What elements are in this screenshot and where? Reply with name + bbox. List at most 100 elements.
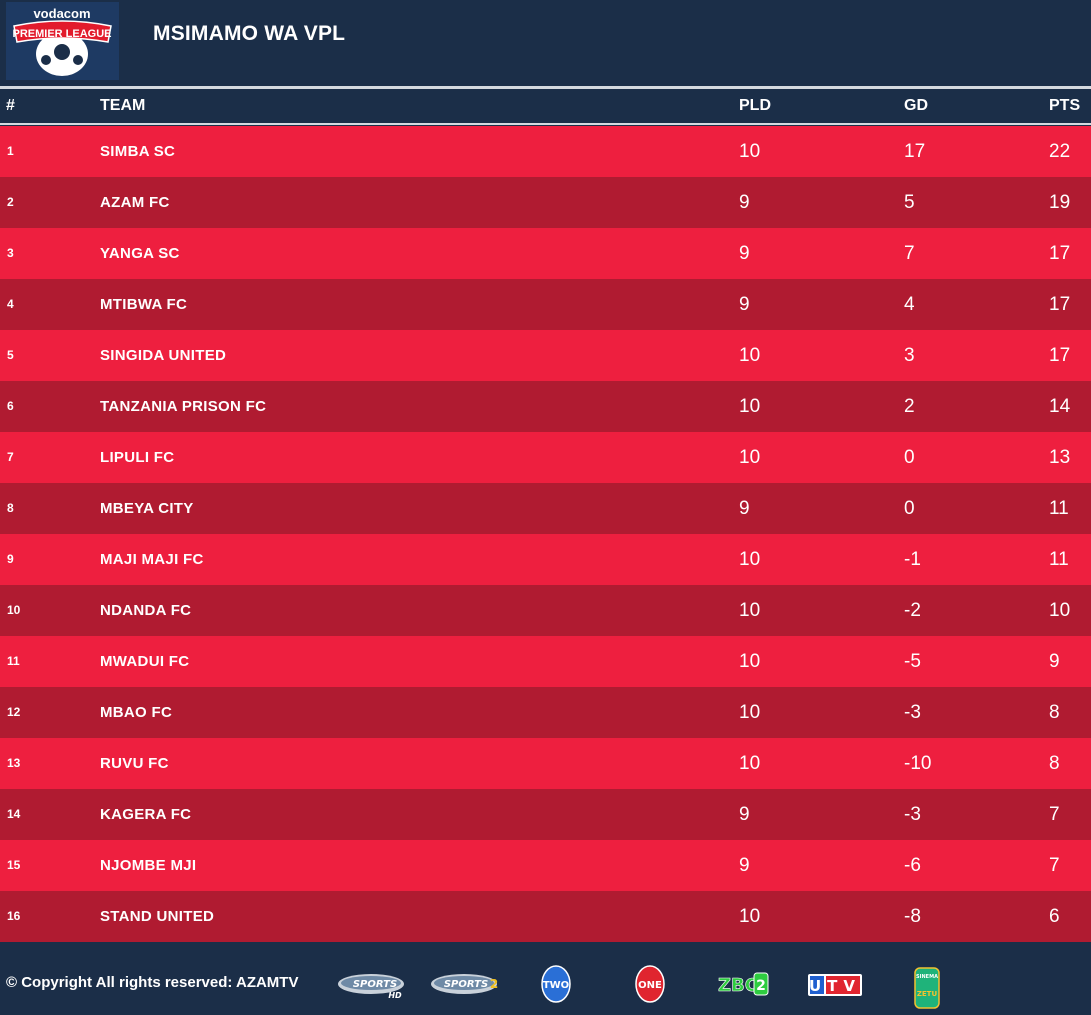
row-rank: 11 [7, 654, 20, 668]
row-team: SIMBA SC [100, 143, 176, 160]
svg-text:ZETU: ZETU [917, 990, 938, 998]
page-title: MSIMAMO WA VPL [153, 22, 346, 45]
row-rank: 8 [7, 501, 14, 515]
row-team: YANGA SC [100, 245, 180, 262]
row-goal-difference: -1 [904, 549, 921, 570]
standings-table: 1 SIMBA SC 10 17 22 2 AZAM FC 9 5 19 3 Y… [0, 126, 1091, 942]
row-points: 7 [1049, 804, 1060, 825]
row-played: 9 [739, 294, 750, 315]
row-rank: 13 [7, 756, 21, 770]
table-row: 4 MTIBWA FC 9 4 17 [0, 279, 1091, 330]
row-goal-difference: 4 [904, 294, 915, 315]
row-points: 9 [1049, 651, 1060, 672]
row-team: SINGIDA UNITED [100, 347, 227, 364]
header-divider [0, 86, 1091, 89]
svg-text:2: 2 [756, 978, 766, 994]
row-points: 17 [1049, 294, 1071, 315]
row-played: 10 [739, 345, 761, 366]
row-team: NDANDA FC [100, 602, 192, 619]
table-row: 11 MWADUI FC 10 -5 9 [0, 636, 1091, 687]
row-rank: 10 [7, 603, 21, 617]
svg-text:ONE: ONE [638, 980, 662, 991]
table-row: 1 SIMBA SC 10 17 22 [0, 126, 1091, 177]
row-rank: 3 [7, 246, 14, 260]
row-goal-difference: -3 [904, 702, 921, 723]
row-points: 22 [1049, 141, 1071, 162]
footer: © Copyright All rights reserved: AZAMTV … [0, 942, 1091, 1015]
azam-one-logo[interactable]: ONE [634, 964, 666, 1004]
sinema-zetu-logo[interactable]: SINEMA ZETU [912, 964, 942, 1009]
table-row: 12 MBAO FC 10 -3 8 [0, 687, 1091, 738]
row-team: KAGERA FC [100, 806, 192, 823]
azam-sports-hd-logo[interactable]: SPORTS HD [337, 964, 405, 1004]
row-goal-difference: 0 [904, 447, 915, 468]
row-played: 10 [739, 651, 761, 672]
table-row: 3 YANGA SC 9 7 17 [0, 228, 1091, 279]
column-header-points: PTS [1049, 97, 1081, 114]
row-played: 10 [739, 447, 761, 468]
table-row: 5 SINGIDA UNITED 10 3 17 [0, 330, 1091, 381]
row-played: 9 [739, 243, 750, 264]
column-header-rank: # [6, 97, 15, 114]
row-played: 10 [739, 396, 761, 417]
row-team: LIPULI FC [100, 449, 175, 466]
row-points: 17 [1049, 345, 1071, 366]
row-rank: 5 [7, 348, 14, 362]
table-row: 13 RUVU FC 10 -10 8 [0, 738, 1091, 789]
row-played: 9 [739, 192, 750, 213]
svg-text:UTV: UTV [809, 977, 861, 995]
table-row: 14 KAGERA FC 9 -3 7 [0, 789, 1091, 840]
row-goal-difference: -6 [904, 855, 921, 876]
table-row: 6 TANZANIA PRISON FC 10 2 14 [0, 381, 1091, 432]
svg-text:HD: HD [388, 991, 402, 1000]
row-team: RUVU FC [100, 755, 169, 772]
row-goal-difference: -5 [904, 651, 921, 672]
row-goal-difference: 17 [904, 141, 926, 162]
table-row: 9 MAJI MAJI FC 10 -1 11 [0, 534, 1091, 585]
row-points: 10 [1049, 600, 1071, 621]
zbc-2-logo[interactable]: ZBC 2 [716, 964, 772, 1004]
row-rank: 16 [7, 909, 21, 923]
row-points: 8 [1049, 753, 1060, 774]
table-row: 2 AZAM FC 9 5 19 [0, 177, 1091, 228]
row-played: 9 [739, 855, 750, 876]
row-points: 7 [1049, 855, 1060, 876]
row-played: 10 [739, 906, 761, 927]
copyright-text: © Copyright All rights reserved: AZAMTV [6, 974, 299, 991]
azam-sports-2-logo[interactable]: SPORTS 2 [430, 964, 500, 1004]
row-played: 9 [739, 804, 750, 825]
svg-text:ZBC: ZBC [718, 975, 758, 996]
row-team: STAND UNITED [100, 908, 215, 925]
row-goal-difference: -3 [904, 804, 921, 825]
row-points: 11 [1049, 549, 1069, 570]
row-team: TANZANIA PRISON FC [100, 398, 267, 415]
row-points: 19 [1049, 192, 1071, 213]
svg-text:TWO: TWO [543, 980, 569, 991]
table-row: 15 NJOMBE MJI 9 -6 7 [0, 840, 1091, 891]
row-rank: 4 [7, 297, 14, 311]
row-points: 6 [1049, 906, 1060, 927]
row-goal-difference: 3 [904, 345, 915, 366]
row-points: 14 [1049, 396, 1071, 417]
svg-text:vodacom: vodacom [33, 6, 90, 21]
svg-text:SPORTS: SPORTS [444, 979, 488, 990]
row-team: MWADUI FC [100, 653, 190, 670]
table-row: 16 STAND UNITED 10 -8 6 [0, 891, 1091, 942]
utv-logo[interactable]: UTV [806, 964, 864, 1004]
row-team: MBAO FC [100, 704, 173, 721]
row-points: 13 [1049, 447, 1071, 468]
row-rank: 6 [7, 399, 14, 413]
table-row: 10 NDANDA FC 10 -2 10 [0, 585, 1091, 636]
row-rank: 1 [7, 144, 14, 158]
row-team: MAJI MAJI FC [100, 551, 204, 568]
azam-two-logo[interactable]: TWO [540, 964, 572, 1004]
row-rank: 9 [7, 552, 14, 566]
row-goal-difference: 0 [904, 498, 915, 519]
row-points: 17 [1049, 243, 1071, 264]
row-points: 8 [1049, 702, 1060, 723]
table-row: 8 MBEYA CITY 9 0 11 [0, 483, 1091, 534]
row-goal-difference: 2 [904, 396, 915, 417]
row-goal-difference: -2 [904, 600, 921, 621]
svg-text:SPORTS: SPORTS [353, 979, 397, 990]
